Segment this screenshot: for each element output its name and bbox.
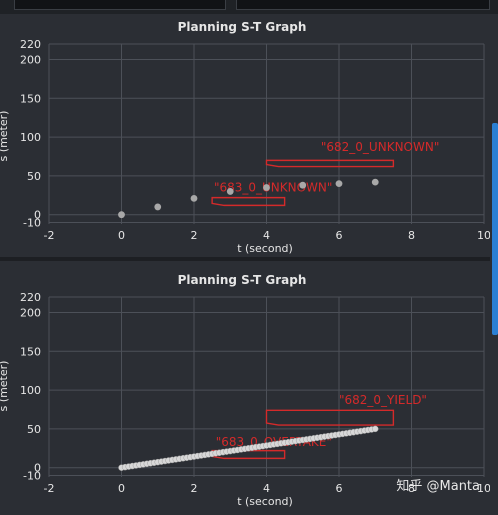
y-tick-label: 0 [34,462,41,475]
x-tick-label: 4 [263,482,270,495]
y-axis-label: s (meter) [0,111,10,162]
watermark: 知乎 @Manta [396,479,480,494]
y-tick-label: 50 [27,423,41,436]
x-tick-label: 0 [118,229,125,242]
obstacle-label: "682_0_UNKNOWN" [321,140,439,154]
obstacle-region [265,159,395,168]
x-axis-label: t (second) [237,242,293,255]
obstacle-label: "682_0_YIELD" [339,393,427,407]
trajectory-point [335,180,343,188]
y-tick-label: 0 [34,209,41,222]
y-tick-label: 100 [20,384,41,397]
x-tick-label: 6 [336,229,343,242]
x-tick-label: 2 [191,229,198,242]
chart-title: Planning S-T Graph [178,20,307,34]
scrollbar-thumb[interactable] [492,123,498,335]
obstacles: "682_0_UNKNOWN""683_0_UNKNOWN" [211,140,439,207]
trajectory-point [118,211,125,219]
y-tick-label: 220 [20,38,41,51]
y-tick-label: 220 [20,291,41,304]
y-tick-label: -10 [23,216,41,229]
trajectory-point [190,194,198,202]
y-axis-label: s (meter) [0,361,10,412]
trajectory-points [118,178,379,219]
st-graph-panel-bottom: -2 0 2 4 6 8 10 -10 0 50 100 150 200 220 "682_0_YIELD… [0,265,491,508]
y-tick-label: 50 [27,170,41,183]
x-tick-label: 10 [477,229,490,242]
x-tick-label: 6 [336,482,343,495]
top-panel-box-left [14,0,226,10]
st-graph-panel-top: -2 0 2 4 6 8 10 -10 0 50 100 150 200 220 "682_0_UNKNO… [0,14,491,257]
trajectory-point [299,181,307,189]
x-axis-label: t (second) [237,495,293,508]
y-tick-label: 100 [20,131,41,144]
top-toolbar-strip [0,0,498,14]
x-tick-label: 2 [191,482,198,495]
trajectory-point [371,178,379,186]
x-tick-label: -2 [44,229,55,242]
obstacle-region [265,409,395,426]
x-tick-label: 8 [408,482,415,495]
x-tick-label: -2 [44,482,55,495]
trajectory-line [118,425,379,471]
chart-title: Planning S-T Graph [178,273,307,287]
grid [48,43,485,224]
y-tick-label: 200 [20,307,41,320]
panel-divider [0,257,498,261]
trajectory-point [263,184,270,191]
x-tick-label: 8 [408,229,415,242]
y-tick-label: 150 [20,345,41,358]
x-tick-label: 0 [118,482,125,495]
trajectory-point [372,425,379,433]
top-panel-box-right [236,0,490,10]
trajectory-point [226,188,234,195]
x-tick-label: 4 [263,229,270,242]
obstacle-region [211,196,286,207]
y-tick-label: 200 [20,54,41,67]
x-tick-label: 10 [477,482,490,495]
trajectory-point [154,203,162,211]
y-tick-label: 150 [20,92,41,105]
y-tick-label: -10 [23,469,41,482]
